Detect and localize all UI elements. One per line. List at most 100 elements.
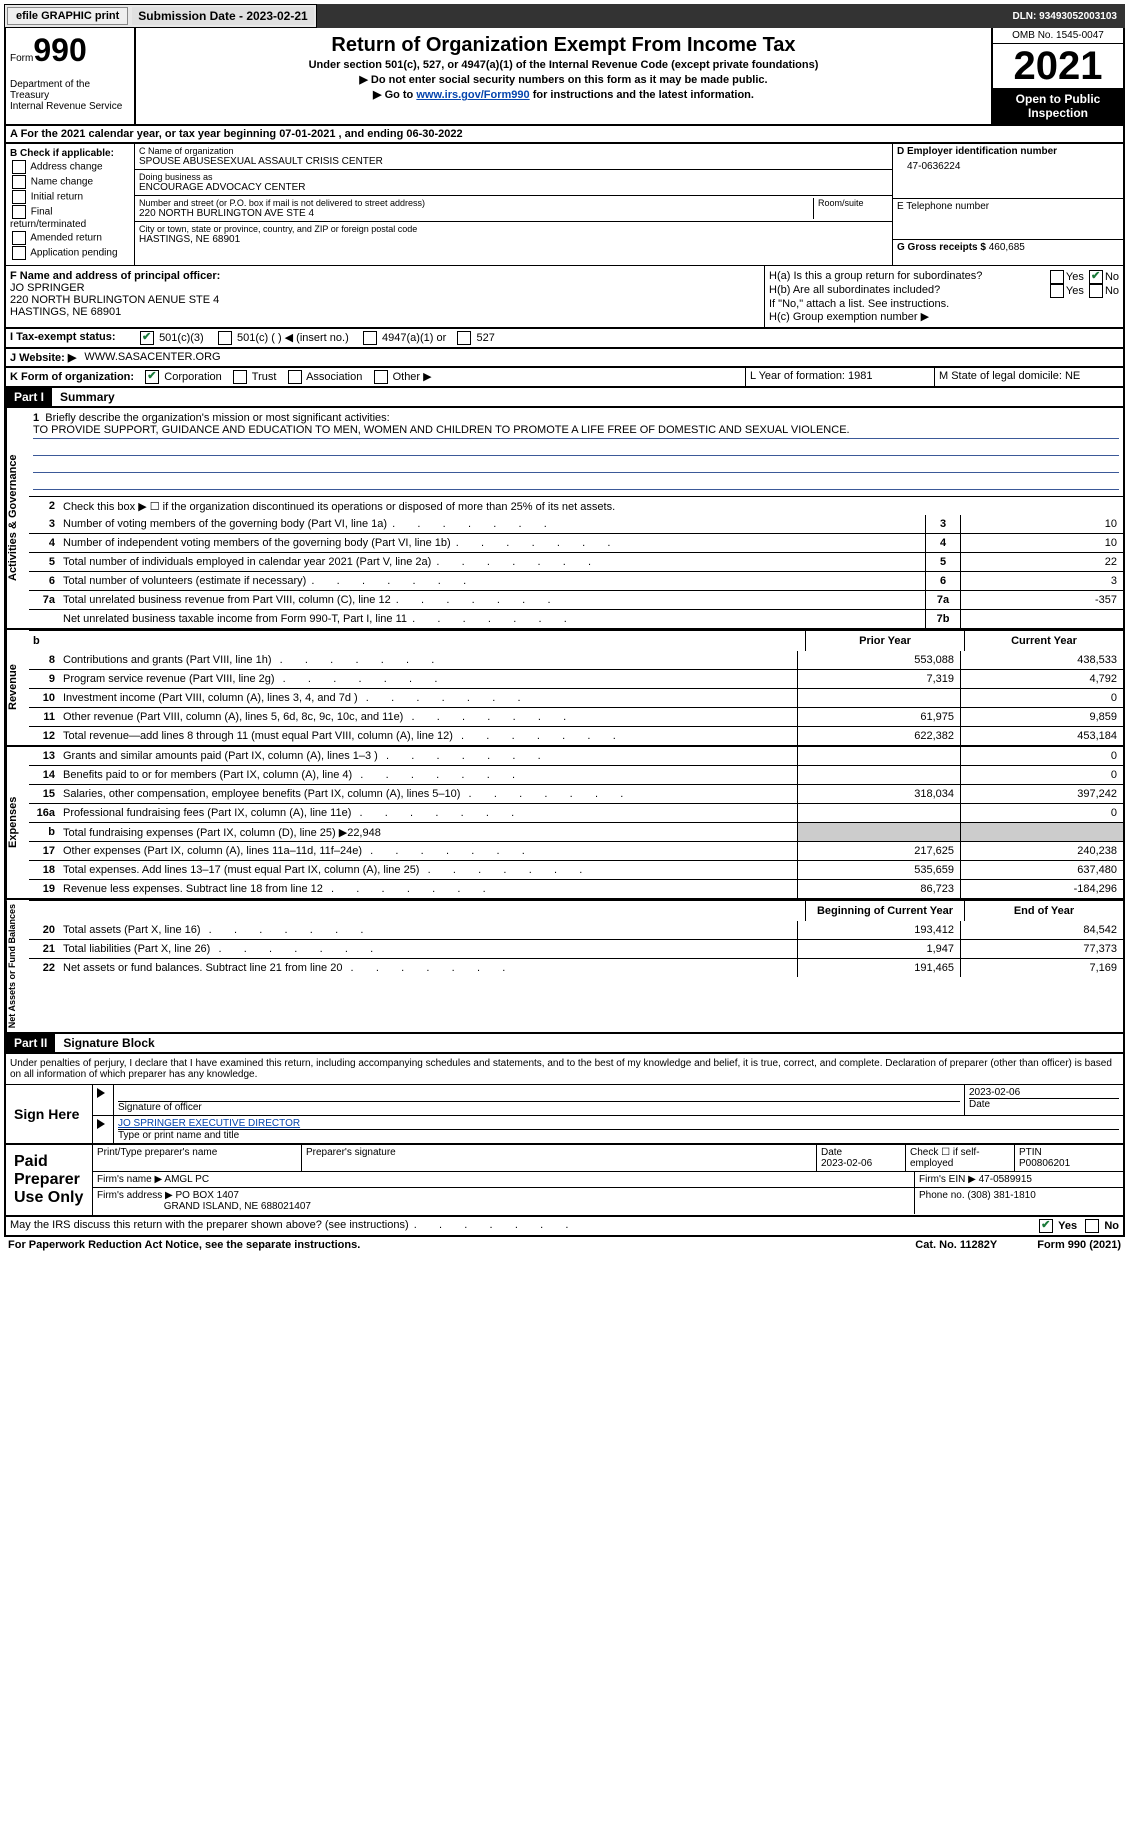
hb-no[interactable] (1089, 284, 1103, 298)
chk-501c3[interactable] (140, 331, 154, 345)
f-label: F Name and address of principal officer: (10, 270, 760, 282)
table-row: 3Number of voting members of the governi… (29, 515, 1123, 533)
chk-address-change[interactable]: Address change (10, 160, 130, 174)
part-i-badge: Part I (6, 388, 52, 406)
row-a-period: A For the 2021 calendar year, or tax yea… (4, 126, 1125, 144)
tax-year: 2021 (993, 44, 1123, 88)
chk-trust[interactable] (233, 370, 247, 384)
paid-preparer-label: Paid Preparer Use Only (6, 1145, 93, 1215)
table-row: 9Program service revenue (Part VIII, lin… (29, 669, 1123, 688)
irs-link[interactable]: www.irs.gov/Form990 (416, 89, 529, 101)
phone-label: Phone no. (919, 1190, 965, 1201)
chk-other[interactable] (374, 370, 388, 384)
form-word: Form (10, 53, 33, 64)
officer-name-link[interactable]: JO SPRINGER EXECUTIVE DIRECTOR (118, 1118, 300, 1129)
firm-addr2: GRAND ISLAND, NE 688021407 (164, 1201, 311, 1212)
subtitle-1: Under section 501(c), 527, or 4947(a)(1)… (140, 59, 987, 71)
chk-4947[interactable] (363, 331, 377, 345)
sign-here-label: Sign Here (6, 1085, 93, 1143)
col-b-checkboxes: B Check if applicable: Address change Na… (6, 144, 135, 265)
chk-pending[interactable]: Application pending (10, 246, 130, 260)
may-no[interactable] (1085, 1219, 1099, 1233)
form-number: 990 (33, 32, 86, 68)
table-row: 5Total number of individuals employed in… (29, 552, 1123, 571)
irs-label: Internal Revenue Service (10, 101, 130, 112)
vtab-expenses: Expenses (6, 747, 29, 898)
ein-value: 47-0636224 (897, 157, 1119, 172)
ptin-label: PTIN (1019, 1147, 1042, 1158)
hb-label: H(b) Are all subordinates included? (769, 284, 1048, 298)
part-i-header: Part I Summary (4, 388, 1125, 408)
chk-501c[interactable] (218, 331, 232, 345)
submission-date: Submission Date - 2023-02-21 (132, 7, 313, 25)
ha-label: H(a) Is this a group return for subordin… (769, 270, 1048, 284)
tel-label: E Telephone number (897, 201, 1119, 212)
j-label: J Website: ▶ (6, 349, 80, 366)
section-b-c-d: B Check if applicable: Address change Na… (4, 144, 1125, 265)
chk-final-return[interactable]: Final return/terminated (10, 205, 130, 230)
room-label: Room/suite (818, 198, 888, 208)
table-row: 20Total assets (Part X, line 16) 193,412… (29, 921, 1123, 939)
mission-label: Briefly describe the organization's miss… (45, 412, 389, 424)
efile-print-button[interactable]: efile GRAPHIC print (7, 7, 128, 25)
row-k-org-form: K Form of organization: Corporation Trus… (4, 368, 1125, 388)
table-row: 7aTotal unrelated business revenue from … (29, 590, 1123, 609)
subtitle-2: ▶ Do not enter social security numbers o… (140, 73, 987, 86)
line-2: Check this box ▶ ☐ if the organization d… (59, 498, 1123, 515)
col-d-ein: D Employer identification number 47-0636… (893, 144, 1123, 265)
chk-amended[interactable]: Amended return (10, 231, 130, 245)
firm-ein-label: Firm's EIN ▶ (919, 1174, 976, 1185)
name-title-label: Type or print name and title (118, 1130, 239, 1141)
col-c-org-info: C Name of organization SPOUSE ABUSESEXUA… (135, 144, 893, 265)
prep-date-label: Date (821, 1147, 842, 1158)
sig-date-label: Date (969, 1099, 990, 1110)
chk-initial-return[interactable]: Initial return (10, 190, 130, 204)
chk-assoc[interactable] (288, 370, 302, 384)
table-row: 6Total number of volunteers (estimate if… (29, 571, 1123, 590)
penalty-text: Under penalties of perjury, I declare th… (4, 1054, 1125, 1084)
section-f-h: F Name and address of principal officer:… (4, 265, 1125, 329)
form-footer: For Paperwork Reduction Act Notice, see … (4, 1235, 1125, 1253)
top-bar: efile GRAPHIC print Submission Date - 20… (4, 4, 1125, 28)
table-row: 10Investment income (Part VIII, column (… (29, 688, 1123, 707)
vtab-netassets: Net Assets or Fund Balances (6, 900, 29, 1032)
table-row: 15Salaries, other compensation, employee… (29, 784, 1123, 803)
chk-name-change[interactable]: Name change (10, 175, 130, 189)
sig-officer-label: Signature of officer (118, 1102, 202, 1113)
firm-ein: 47-0589915 (979, 1174, 1032, 1185)
dba-label: Doing business as (139, 172, 888, 182)
begin-year-hdr: Beginning of Current Year (805, 901, 964, 921)
chk-corp[interactable] (145, 370, 159, 384)
ha-no[interactable] (1089, 270, 1103, 284)
table-row: 4Number of independent voting members of… (29, 533, 1123, 552)
vtab-governance: Activities & Governance (6, 408, 29, 628)
table-row: 12Total revenue—add lines 8 through 11 (… (29, 726, 1123, 745)
firm-name-label: Firm's name ▶ (97, 1174, 162, 1185)
col-b-header: B Check if applicable: (10, 148, 130, 159)
table-row: 18Total expenses. Add lines 13–17 (must … (29, 860, 1123, 879)
may-irs-row: May the IRS discuss this return with the… (4, 1217, 1125, 1235)
ha-yes[interactable] (1050, 270, 1064, 284)
hb-yes[interactable] (1050, 284, 1064, 298)
street-address: 220 NORTH BURLINGTON AVE STE 4 (139, 208, 813, 219)
subtitle-3: ▶ Go to www.irs.gov/Form990 for instruct… (140, 88, 987, 101)
addr-label: Number and street (or P.O. box if mail i… (139, 198, 813, 208)
ptin-value: P00806201 (1019, 1158, 1070, 1169)
may-irs-text: May the IRS discuss this return with the… (10, 1219, 1037, 1233)
prior-year-hdr: Prior Year (805, 631, 964, 651)
gross-value: 460,685 (989, 242, 1025, 253)
omb-number: OMB No. 1545-0047 (993, 28, 1123, 44)
may-yes[interactable] (1039, 1219, 1053, 1233)
expenses-section: Expenses 13Grants and similar amounts pa… (4, 747, 1125, 900)
vtab-revenue: Revenue (6, 630, 29, 745)
org-name-label: C Name of organization (139, 146, 888, 156)
row-i-tax-status: I Tax-exempt status: 501(c)(3) 501(c) ( … (4, 329, 1125, 349)
part-ii-header: Part II Signature Block (4, 1034, 1125, 1054)
city-label: City or town, state or province, country… (139, 224, 888, 234)
officer-addr2: HASTINGS, NE 68901 (10, 306, 760, 318)
part-ii-badge: Part II (6, 1034, 55, 1052)
hb-note: If "No," attach a list. See instructions… (769, 298, 1119, 310)
chk-527[interactable] (457, 331, 471, 345)
table-row: 21Total liabilities (Part X, line 26) 1,… (29, 939, 1123, 958)
self-employed-chk[interactable]: Check ☐ if self-employed (906, 1145, 1015, 1171)
